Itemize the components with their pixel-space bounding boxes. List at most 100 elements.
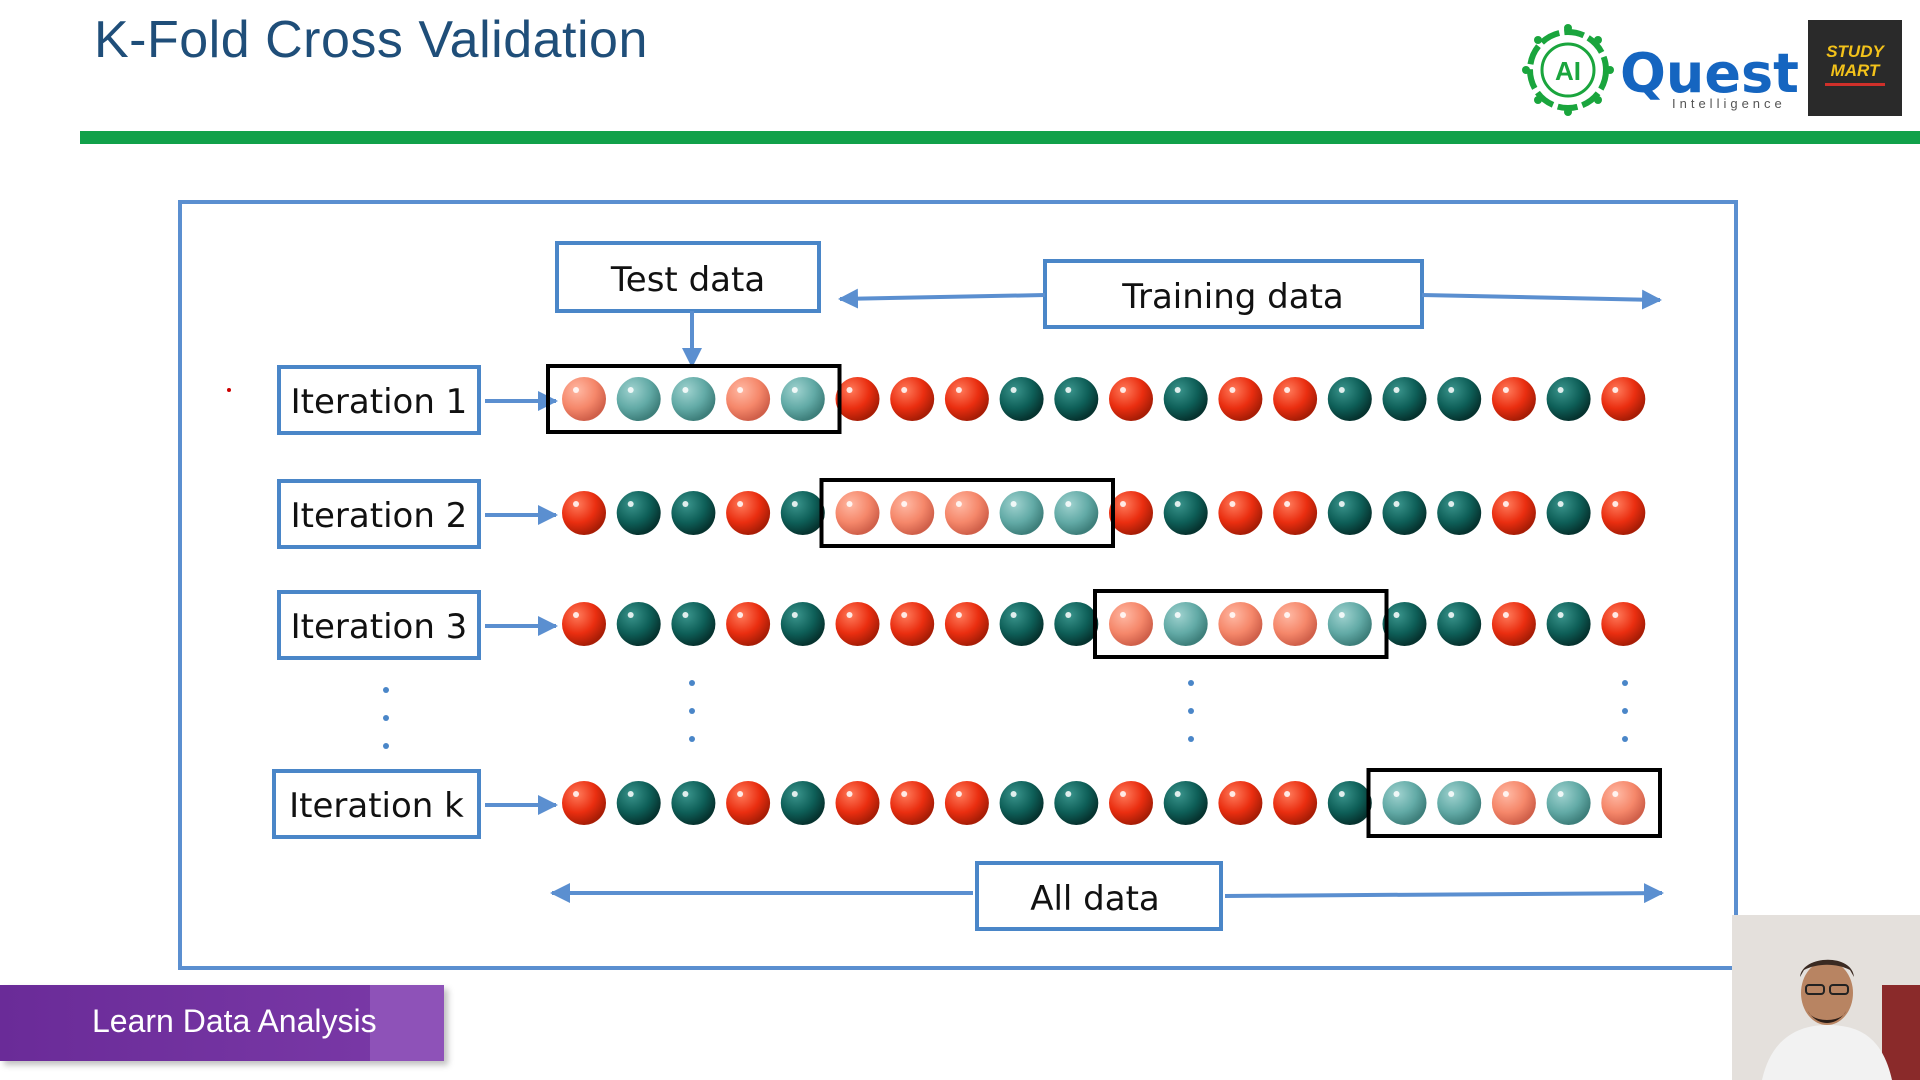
ball-highlight — [1010, 791, 1017, 797]
test-data-label: Test data — [610, 260, 765, 300]
training-sample-ball — [1327, 781, 1372, 825]
ball-highlight — [791, 612, 798, 618]
ai-badge-text: AI — [1555, 56, 1581, 86]
training-sample-ball — [1546, 602, 1591, 646]
ball-highlight — [1065, 791, 1072, 797]
ball-highlight — [1557, 612, 1564, 618]
ball-highlight — [1229, 791, 1236, 797]
training-sample-ball — [1218, 377, 1263, 421]
ball-highlight — [1393, 501, 1400, 507]
ball-highlight — [1284, 791, 1291, 797]
ball-highlight — [627, 791, 634, 797]
ball-highlight — [1393, 791, 1400, 797]
webcam-presenter-icon — [1732, 915, 1920, 1080]
iteration-label: Iteration 3 — [291, 607, 468, 647]
ball-highlight — [627, 501, 634, 507]
test-sample-ball — [1546, 781, 1591, 825]
training-sample-ball — [1054, 377, 1099, 421]
training-sample-ball — [944, 781, 989, 825]
course-banner: Learn Data Analysis — [0, 985, 444, 1061]
training-sample-ball — [1273, 377, 1318, 421]
ball-highlight — [1065, 387, 1072, 393]
training-sample-ball — [1163, 377, 1208, 421]
iteration-label: Iteration 1 — [291, 382, 468, 422]
training-sample-ball — [890, 781, 935, 825]
studymart-line2: MART — [1830, 61, 1880, 80]
training-sample-ball — [671, 781, 716, 825]
test-sample-ball — [1218, 602, 1263, 646]
training-sample-ball — [780, 781, 825, 825]
ball-highlight — [1338, 612, 1345, 618]
ball-highlight — [1612, 612, 1619, 618]
ball-highlight — [846, 612, 853, 618]
test-fold-box — [546, 364, 842, 434]
test-data-box — [555, 241, 821, 313]
training-sample-ball — [1437, 602, 1482, 646]
training-sample-ball — [616, 491, 661, 535]
ball-highlight — [737, 387, 744, 393]
test-sample-ball — [1054, 491, 1099, 535]
test-sample-ball — [1273, 602, 1318, 646]
ball-highlight — [627, 387, 634, 393]
ball-highlight — [846, 387, 853, 393]
training-sample-ball — [1054, 781, 1099, 825]
training-sample-ball — [1437, 377, 1482, 421]
training-sample-ball — [1382, 602, 1427, 646]
training-sample-ball — [1218, 491, 1263, 535]
ball-highlight — [1120, 501, 1126, 507]
ball-highlight — [1502, 387, 1509, 393]
ball-highlight — [1612, 791, 1619, 797]
test-fold-box — [1093, 589, 1389, 659]
ball-highlight — [1448, 387, 1455, 393]
stray-mark — [227, 388, 231, 392]
training-sample-ball — [562, 602, 606, 646]
ball-highlight — [955, 387, 962, 393]
ball-highlight — [1502, 501, 1509, 507]
ball-highlight — [1557, 387, 1564, 393]
ball-highlight — [573, 387, 579, 393]
training-sample-ball — [562, 491, 606, 535]
test-fold-box — [1366, 768, 1662, 838]
iteration-label-box — [277, 365, 481, 435]
training-data-label: Training data — [1121, 277, 1344, 317]
training-sample-ball — [1382, 491, 1427, 535]
training-sample-ball — [726, 781, 771, 825]
training-sample-ball — [1546, 491, 1591, 535]
training-sample-ball — [1163, 781, 1208, 825]
training-arrow-right — [1421, 289, 1662, 310]
ball-highlight — [1448, 612, 1455, 618]
ball-highlight — [1010, 501, 1017, 507]
ai-quest-logo-icon: AI — [1522, 24, 1614, 116]
all-data-label: All data — [1030, 879, 1160, 919]
training-data-box — [1043, 259, 1424, 329]
test-sample-ball — [726, 377, 771, 421]
iteration-label: Iteration 2 — [291, 496, 468, 536]
ball-highlight — [846, 501, 853, 507]
ball-highlight — [1229, 501, 1236, 507]
training-arrow-left — [838, 288, 1046, 309]
banner-text: Learn Data Analysis — [92, 1003, 377, 1039]
test-sample-ball — [671, 377, 716, 421]
training-sample-ball — [835, 781, 880, 825]
training-sample-ball — [999, 377, 1044, 421]
training-sample-ball — [1437, 491, 1482, 535]
ball-highlight — [573, 612, 579, 618]
training-sample-ball — [1273, 781, 1318, 825]
iteration-label: Iteration k — [289, 786, 464, 826]
ball-highlight — [682, 612, 689, 618]
title-divider — [80, 131, 1920, 144]
ball-highlight — [1120, 387, 1126, 393]
training-sample-ball — [1382, 377, 1427, 421]
ball-highlight — [1010, 612, 1017, 618]
all-data-box — [975, 861, 1223, 931]
ball-highlight — [737, 612, 744, 618]
test-sample-ball — [562, 377, 606, 421]
training-sample-ball — [944, 377, 989, 421]
ball-highlight — [573, 791, 579, 797]
test-sample-ball — [1601, 781, 1646, 825]
training-sample-ball — [1491, 602, 1536, 646]
training-sample-ball — [1491, 491, 1536, 535]
training-sample-ball — [890, 377, 935, 421]
training-sample-ball — [1546, 377, 1591, 421]
